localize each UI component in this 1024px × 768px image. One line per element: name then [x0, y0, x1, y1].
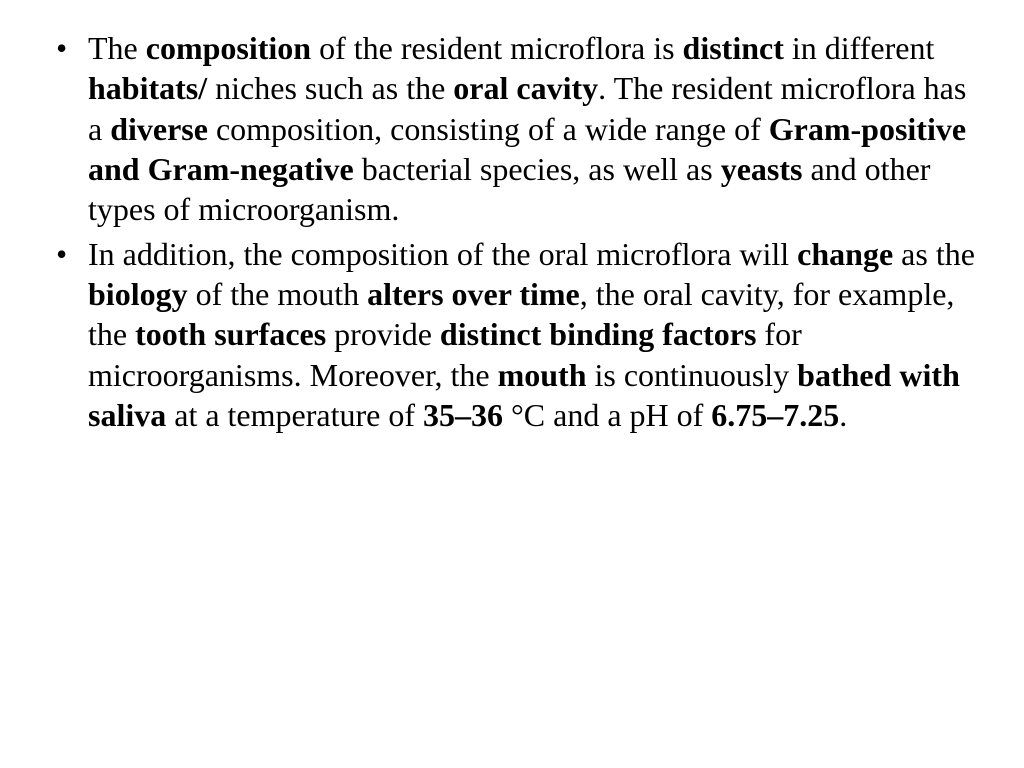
text-run: of the resident microflora is [311, 30, 682, 66]
text-run: 35–36 [423, 397, 503, 433]
text-run: biology [88, 276, 188, 312]
text-run: provide [326, 316, 440, 352]
text-run: oral cavity [453, 70, 598, 106]
text-run: change [797, 236, 893, 272]
text-run: is continuously [587, 357, 798, 393]
text-run: of the mouth [188, 276, 368, 312]
text-run: mouth [498, 357, 587, 393]
slide: The composition of the resident microflo… [0, 0, 1024, 467]
text-run: In addition, the composition of the oral… [88, 236, 797, 272]
text-run: tooth surfaces [135, 316, 326, 352]
list-item: The composition of the resident microflo… [48, 28, 976, 230]
text-run: . [839, 397, 847, 433]
text-run: °C and a pH of [503, 397, 711, 433]
text-run: in different [784, 30, 934, 66]
text-run: niches such as the [207, 70, 453, 106]
text-run: 6.75–7.25 [711, 397, 839, 433]
text-run: distinct [683, 30, 784, 66]
text-run: composition [146, 30, 311, 66]
text-run: bacterial species, as well as [354, 151, 721, 187]
text-run: distinct binding factors [440, 316, 756, 352]
text-run: as the [893, 236, 975, 272]
text-run: habitats/ [88, 70, 207, 106]
text-run: The [88, 30, 146, 66]
text-run: at a temperature of [166, 397, 423, 433]
text-run: diverse [110, 111, 208, 147]
bullet-list: The composition of the resident microflo… [48, 28, 976, 435]
text-run: yeasts [721, 151, 803, 187]
list-item: In addition, the composition of the oral… [48, 234, 976, 436]
text-run: composition, consisting of a wide range … [208, 111, 769, 147]
text-run: alters over time [367, 276, 580, 312]
